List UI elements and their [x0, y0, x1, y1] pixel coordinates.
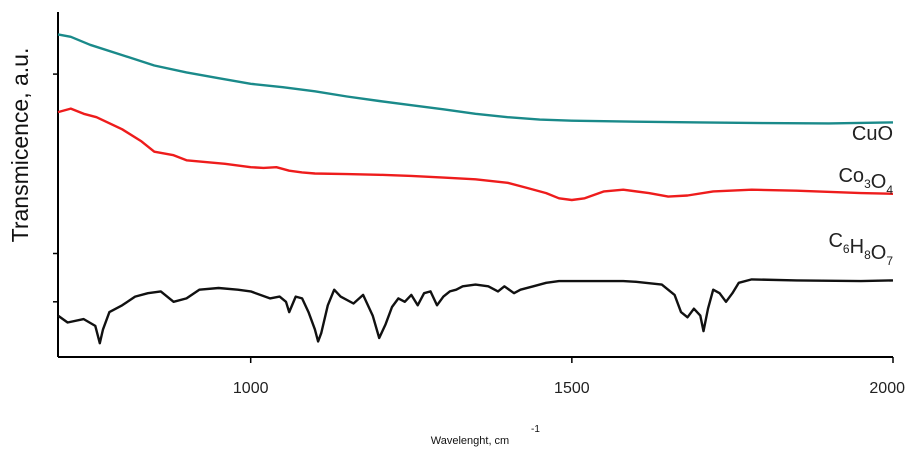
- y-axis-ticks: [53, 73, 58, 303]
- series-label-cuo: CuO: [852, 123, 893, 145]
- series-layer: [57, 33, 894, 345]
- x-axis-title-superscript: -1: [531, 424, 540, 435]
- series-line-co3o4: [57, 107, 894, 202]
- x-tick-label: 2000: [869, 380, 905, 397]
- x-axis-ticks: 1000 1500 2000: [233, 357, 905, 397]
- series-labels: CuO Co3O4 C6H8O7: [828, 123, 893, 268]
- series-label-co3o4: Co3O4: [838, 165, 893, 197]
- y-axis-title: Transmicence, a.u.: [7, 48, 33, 243]
- x-tick-label: 1500: [554, 380, 590, 397]
- x-axis-title: Wavelenght, cm: [431, 435, 509, 447]
- series-label-c6h8o7: C6H8O7: [828, 230, 893, 268]
- series-line-c6h8o7: [57, 278, 894, 345]
- x-tick-label: 1000: [233, 380, 269, 397]
- series-line-cuo: [57, 33, 894, 125]
- axes: 1000 1500 2000: [53, 12, 905, 397]
